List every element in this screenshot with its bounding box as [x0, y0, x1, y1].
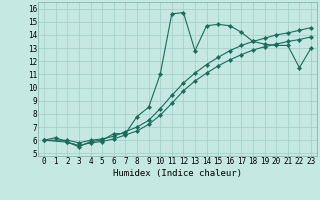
X-axis label: Humidex (Indice chaleur): Humidex (Indice chaleur)	[113, 169, 242, 178]
